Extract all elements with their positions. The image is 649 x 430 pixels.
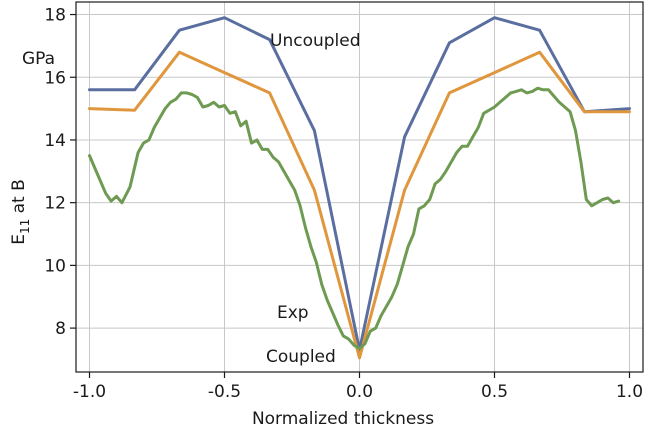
y-tick-label: 18 <box>44 6 66 26</box>
y-tick-label: 14 <box>44 131 66 151</box>
annotation-coupled: Coupled <box>266 347 336 367</box>
series-line-coupled <box>88 50 631 360</box>
y-tick-label: 8 <box>55 319 66 339</box>
grid <box>76 2 643 372</box>
x-tick-label: 0.5 <box>481 382 508 402</box>
y-tick-label: 16 <box>44 68 66 88</box>
y-axis-label-subscript: 11 <box>18 219 32 234</box>
x-tick-label: -1.0 <box>73 382 106 402</box>
y-axis-label: E11 at B <box>9 179 32 245</box>
ticks: -1.0 -0.5 0.0 0.5 1.0 8 10 12 14 16 18 <box>44 6 643 402</box>
y-tick-label: 10 <box>44 256 66 276</box>
x-tick-label: 0.0 <box>346 382 373 402</box>
annotation-uncoupled: Uncoupled <box>270 31 361 51</box>
series-line-exp <box>88 86 621 350</box>
series-lines <box>88 16 631 360</box>
x-axis-label: Normalized thickness <box>252 409 434 429</box>
y-tick-label: 12 <box>44 194 66 214</box>
annotation-exp: Exp <box>277 303 309 323</box>
y-axis-unit: GPa <box>22 49 55 69</box>
series-line-uncoupled <box>88 16 631 352</box>
x-tick-label: 1.0 <box>616 382 643 402</box>
x-tick-label: -0.5 <box>208 382 241 402</box>
